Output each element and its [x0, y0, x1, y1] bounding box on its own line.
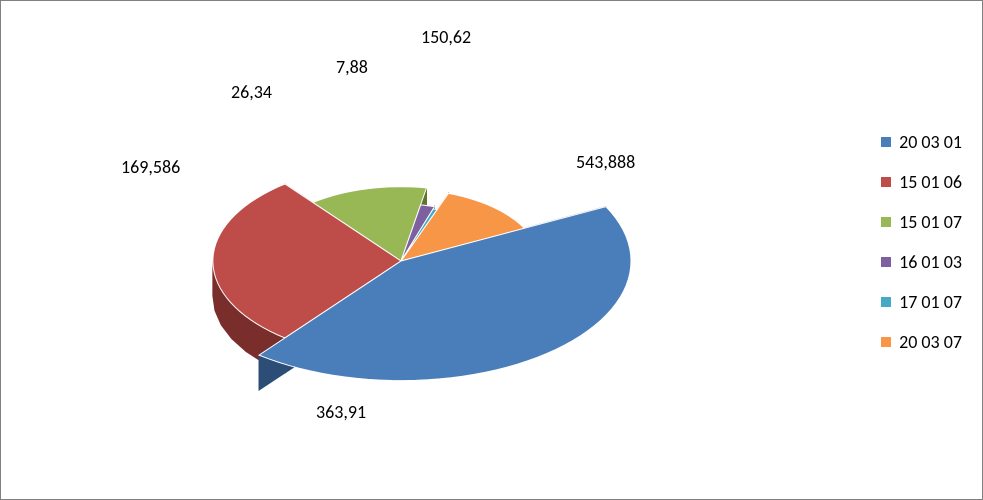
slice-label-5: 7,88: [336, 56, 368, 78]
chart-frame: 543,888 363,91 169,586 26,34 7,88 150,62…: [0, 0, 983, 500]
legend-label: 20 03 01: [899, 131, 962, 153]
legend-swatch: [881, 217, 891, 227]
legend-item: 20 03 07: [881, 331, 962, 353]
legend-label: 17 01 07: [899, 291, 962, 313]
legend-item: 20 03 01: [881, 131, 962, 153]
legend-label: 15 01 06: [899, 171, 962, 193]
legend-item: 17 01 07: [881, 291, 962, 313]
legend-swatch: [881, 137, 891, 147]
legend-swatch: [881, 177, 891, 187]
slice-label-6: 150,62: [421, 26, 471, 48]
legend-label: 15 01 07: [899, 211, 962, 233]
pie-chart: 543,888 363,91 169,586 26,34 7,88 150,62: [1, 1, 801, 500]
legend: 20 03 01 15 01 06 15 01 07 16 01 03 17 0…: [881, 131, 962, 371]
legend-swatch: [881, 297, 891, 307]
legend-item: 16 01 03: [881, 251, 962, 273]
slice-label-4: 26,34: [231, 81, 272, 103]
legend-swatch: [881, 337, 891, 347]
legend-swatch: [881, 257, 891, 267]
slice-label-3: 169,586: [121, 156, 180, 178]
legend-item: 15 01 06: [881, 171, 962, 193]
slice-label-2: 363,91: [316, 401, 366, 423]
legend-item: 15 01 07: [881, 211, 962, 233]
legend-label: 20 03 07: [899, 331, 962, 353]
slice-label-1: 543,888: [576, 151, 635, 173]
legend-label: 16 01 03: [899, 251, 962, 273]
